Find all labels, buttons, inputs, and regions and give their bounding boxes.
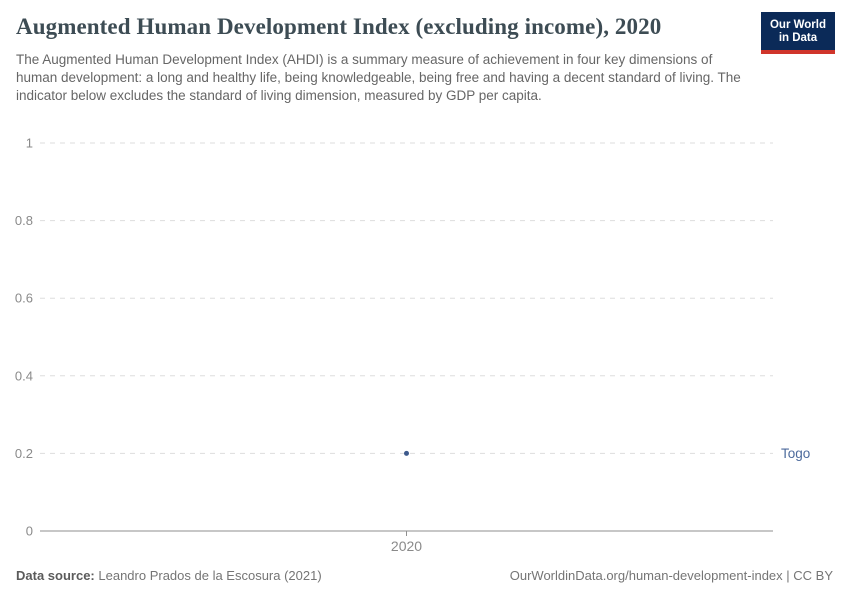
chart-footer: Data source: Leandro Prados de la Escosu… bbox=[0, 568, 850, 590]
entity-label[interactable]: Togo bbox=[781, 446, 810, 461]
owid-logo-line2: in Data bbox=[778, 32, 818, 44]
y-tick-label: 1 bbox=[26, 136, 33, 151]
data-point[interactable] bbox=[404, 450, 409, 456]
y-tick-label: 0 bbox=[26, 524, 33, 539]
data-source-label: Data source: bbox=[16, 568, 95, 583]
scatter-chart: 0 0.2 0.4 0.6 0.8 1 2020 Togo bbox=[15, 136, 810, 555]
y-tick-label: 0.2 bbox=[15, 446, 33, 461]
footer-url-link[interactable]: OurWorldinData.org/human-development-ind… bbox=[509, 568, 783, 583]
data-source-value: Leandro Prados de la Escosura (2021) bbox=[98, 568, 322, 583]
footer-links: OurWorldinData.org/human-development-ind… bbox=[510, 568, 833, 583]
chart-title: Augmented Human Development Index (exclu… bbox=[16, 14, 662, 39]
y-tick-label: 0.6 bbox=[15, 291, 33, 306]
x-tick-label: 2020 bbox=[391, 538, 422, 554]
owid-logo-line1: Our World bbox=[769, 19, 826, 31]
footer-separator: | bbox=[782, 568, 794, 583]
y-tick-label: 0.8 bbox=[15, 213, 33, 228]
data-source: Data source: Leandro Prados de la Escosu… bbox=[16, 568, 322, 583]
footer-license-link[interactable]: CC BY bbox=[793, 568, 833, 583]
y-tick-label: 0.4 bbox=[15, 368, 33, 383]
chart-subtitle: The Augmented Human Development Index (A… bbox=[16, 52, 741, 103]
owid-logo[interactable]: Our World in Data bbox=[760, 12, 835, 54]
